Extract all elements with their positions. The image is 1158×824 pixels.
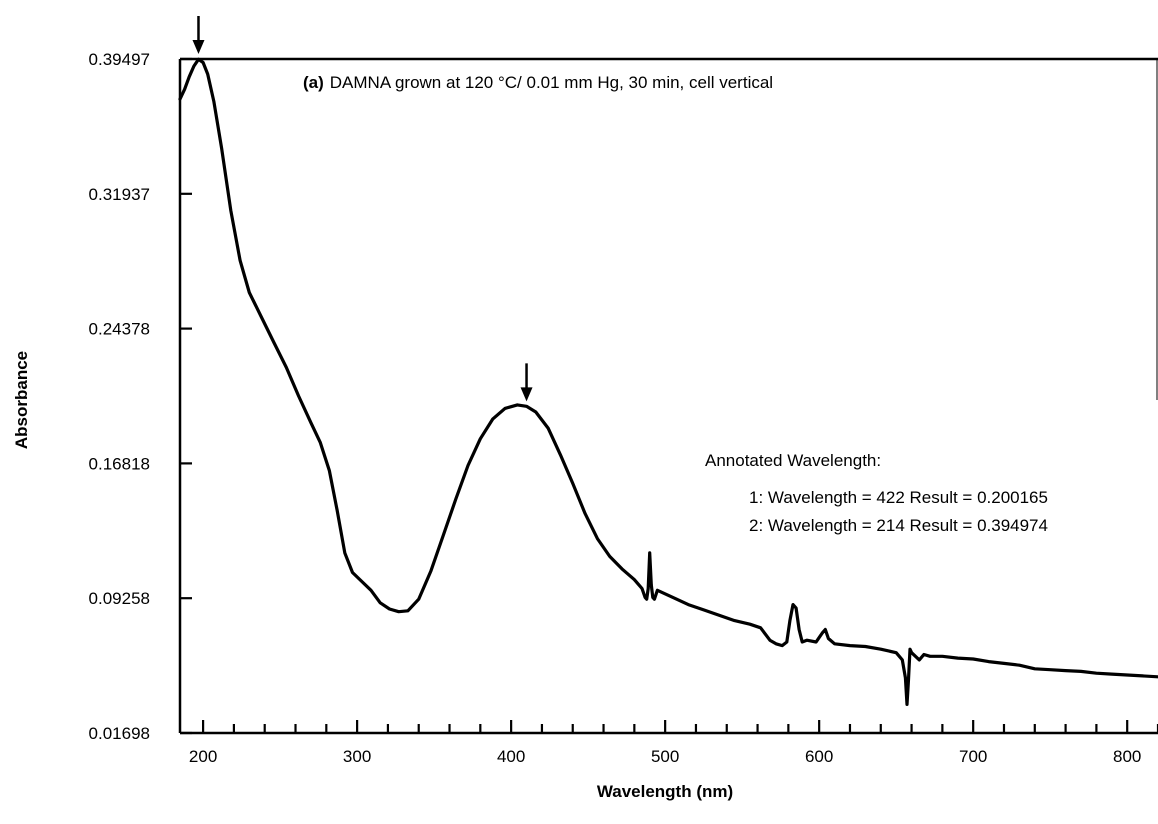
y-tick-label: 0.09258	[89, 589, 150, 608]
peak-arrow-head	[520, 387, 533, 402]
series-layer	[178, 57, 1158, 707]
x-tick-label: 500	[651, 747, 679, 766]
y-tick-label: 0.16818	[89, 454, 150, 473]
chart-title-bold: (a)	[303, 73, 324, 92]
x-tick-label: 400	[497, 747, 525, 766]
axes-group	[178, 57, 1158, 735]
x-ticks-group: 200 300 400 500 600 700 800	[189, 720, 1158, 766]
peak-arrow-marker	[192, 15, 205, 54]
x-axis-title: Wavelength (nm)	[597, 782, 733, 801]
annotation-row-1: 1: Wavelength = 422 Result = 0.200165	[749, 488, 1048, 507]
y-ticks-group: 0.01698 0.09258 0.16818 0.24378 0.31937 0.394…	[89, 50, 192, 743]
peak-arrow-head	[192, 39, 205, 54]
chart-title: (a) DAMNA grown at 120 °C/ 0.01 mm Hg, 30…	[303, 73, 773, 92]
annotation-row-2: 2: Wavelength = 214 Result = 0.394974	[749, 516, 1048, 535]
y-tick-label: 0.39497	[89, 50, 150, 69]
x-tick-label: 300	[343, 747, 371, 766]
peak-markers-group	[192, 15, 533, 402]
y-tick-label: 0.01698	[89, 724, 150, 743]
y-tick-label: 0.31937	[89, 185, 150, 204]
x-tick-label: 200	[189, 747, 217, 766]
chart-title-text: DAMNA grown at 120 °C/ 0.01 mm Hg, 30 mi…	[330, 73, 773, 92]
annotation-heading: Annotated Wavelength:	[705, 451, 881, 470]
peak-arrow-marker	[520, 363, 533, 402]
y-axis-title: Absorbance	[12, 351, 31, 449]
absorbance-series-line	[178, 57, 1158, 707]
y-tick-label: 0.24378	[89, 320, 150, 339]
x-tick-label: 800	[1113, 747, 1141, 766]
x-tick-label: 600	[805, 747, 833, 766]
x-tick-label: 700	[959, 747, 987, 766]
